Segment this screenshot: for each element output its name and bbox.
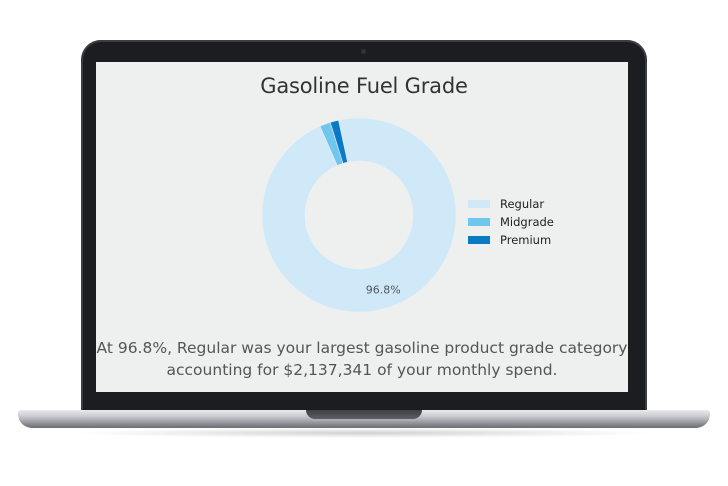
chart-title: Gasoline Fuel Grade: [260, 74, 468, 98]
laptop-screen: [96, 62, 628, 392]
slice-label-regular: 96.8%: [366, 284, 401, 297]
summary-line-1: At 96.8%, Regular was your largest gasol…: [96, 339, 628, 357]
legend-label-midgrade: Midgrade: [500, 215, 554, 229]
summary-line-2: accounting for $2,137,341 of your monthl…: [166, 361, 558, 379]
donut-chart: 96.8% Regular Midgrade Premium: [261, 117, 554, 313]
laptop-base: [18, 410, 710, 428]
legend-swatch-regular: [468, 200, 490, 208]
legend-swatch-premium: [468, 236, 490, 244]
donut-slice-regular: [261, 117, 457, 313]
donut-slice-premium: [329, 119, 348, 164]
summary-caption: At 96.8%, Regular was your largest gasol…: [96, 337, 628, 381]
legend-swatch-midgrade: [468, 218, 490, 226]
legend-label-premium: Premium: [500, 233, 551, 247]
laptop-shadow: [70, 428, 658, 438]
camera-icon: [361, 49, 366, 54]
legend-label-regular: Regular: [500, 197, 544, 211]
laptop-base-notch: [306, 410, 422, 419]
